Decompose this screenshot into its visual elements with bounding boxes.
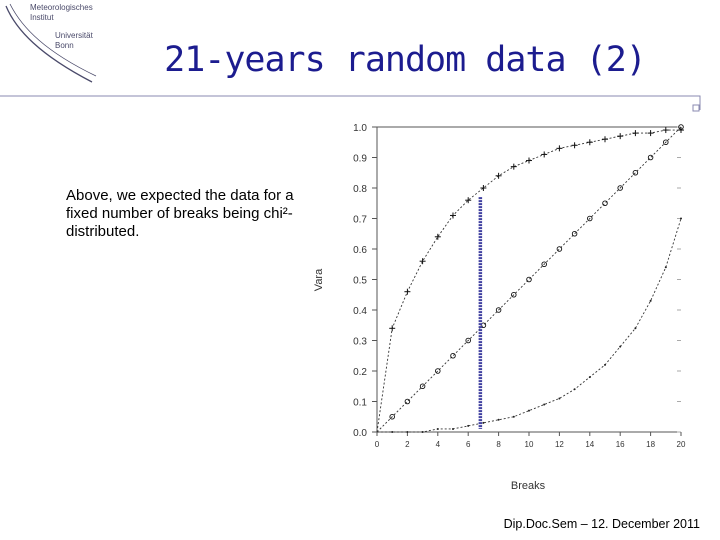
y-tick-label: 1.0 [353, 123, 367, 134]
circle-marker [678, 124, 684, 130]
circle-marker [556, 246, 563, 252]
y-tick-label: 0.2 [353, 367, 367, 378]
circle-marker [617, 185, 623, 191]
institute-logo: Meteorologisches Institut Universität Bo… [0, 0, 130, 90]
series-line-2 [376, 126, 682, 433]
plus-marker [526, 157, 532, 164]
dot-marker [634, 327, 637, 330]
x-axis-label: Breaks [511, 480, 546, 492]
circle-marker [632, 170, 639, 176]
plus-marker [541, 151, 548, 158]
circle-marker [435, 368, 441, 374]
slide-title: 21-years random data (2) [164, 40, 647, 80]
dot-marker [664, 266, 667, 269]
y-tick-label: 0.9 [353, 154, 367, 165]
y-tick-label: 0.6 [353, 245, 367, 256]
circle-marker [419, 383, 426, 390]
circle-marker [526, 276, 532, 283]
x-tick-label: 16 [616, 440, 625, 449]
dot-marker [497, 418, 500, 421]
circle-marker [404, 398, 411, 405]
dot-marker [588, 376, 591, 379]
circle-marker [495, 307, 502, 313]
dot-marker [558, 397, 561, 400]
plus-marker [617, 133, 624, 140]
x-tick-label: 20 [677, 440, 686, 449]
circle-marker [663, 139, 669, 146]
dot-marker [436, 427, 439, 430]
circle-marker [511, 291, 517, 298]
circle-marker [587, 215, 593, 222]
chart-series [376, 124, 684, 433]
plus-marker [662, 127, 669, 134]
logo-line-3: Universität [55, 31, 93, 40]
y-axis-label: Vara [313, 268, 325, 291]
plus-marker [556, 145, 563, 152]
y-tick-label: 0.3 [353, 337, 367, 348]
x-tick-label: 12 [555, 440, 564, 449]
y-tick-label: 0.8 [353, 184, 367, 195]
x-tick-label: 18 [646, 440, 655, 449]
plus-marker [419, 258, 426, 265]
dot-marker [604, 363, 606, 366]
x-tick-label: 4 [436, 440, 441, 449]
circle-marker [389, 414, 395, 420]
plus-marker [450, 212, 456, 219]
x-tick-label: 2 [405, 440, 410, 449]
x-tick-label: 6 [466, 440, 471, 449]
x-tick-label: 14 [585, 440, 594, 449]
plus-marker [434, 233, 441, 240]
circle-marker [541, 261, 547, 267]
x-tick-label: 10 [525, 440, 534, 449]
body-text: Above, we expected the data for a fixed … [66, 187, 294, 240]
chart-ticks: 0.0 0.1 0.2 0.3 0.4 0.5 0.6 0.7 0.8 0.9 1.0 0 2 4 6 8 10… [353, 123, 686, 449]
plus-marker [404, 288, 411, 295]
footer-text: Dip.Doc.Sem – 12. December 2011 [503, 517, 700, 531]
y-tick-label: 0.4 [353, 306, 367, 317]
plus-marker [647, 130, 654, 137]
dot-marker [619, 345, 622, 348]
circle-marker [465, 337, 471, 344]
y-tick-label: 0.7 [353, 215, 367, 226]
plus-marker [480, 185, 487, 191]
plus-marker [465, 197, 472, 204]
logo-line-1: Meteorologisches [30, 3, 93, 12]
dot-marker [512, 415, 515, 418]
dot-marker [543, 403, 546, 406]
logo-line-4: Bonn [55, 41, 74, 50]
dot-marker [406, 431, 409, 433]
plus-marker [678, 127, 684, 134]
series-line-3 [377, 218, 682, 433]
x-tick-label: 0 [375, 440, 380, 449]
plus-marker [510, 163, 517, 170]
circle-marker [647, 154, 654, 161]
dot-marker [467, 424, 470, 427]
circle-marker [571, 230, 578, 237]
logo-mark-icon [5, 3, 97, 83]
circle-marker [480, 322, 487, 328]
plus-marker [571, 142, 578, 149]
logo-line-2: Institut [30, 13, 54, 22]
dot-marker [421, 431, 424, 433]
y-tick-label: 0.1 [353, 398, 367, 409]
dot-marker [649, 299, 652, 302]
dot-marker [573, 388, 576, 391]
dot-marker [391, 431, 394, 433]
title-divider [0, 95, 701, 112]
y-tick-label: 0.5 [353, 276, 367, 287]
dot-marker [452, 427, 454, 430]
plus-marker [586, 139, 593, 146]
plus-marker [495, 172, 502, 179]
dot-marker [528, 409, 530, 412]
circle-marker [602, 200, 608, 206]
plus-marker [389, 325, 396, 332]
y-tick-label: 0.0 [353, 428, 367, 439]
plus-marker [602, 136, 608, 143]
circle-marker [450, 352, 456, 359]
chart: 0.0 0.1 0.2 0.3 0.4 0.5 0.6 0.7 0.8 0.9 1.0 0 2 4 6 8 10… [313, 123, 686, 492]
dot-marker [680, 217, 682, 220]
x-tick-label: 8 [496, 440, 501, 449]
plus-marker [632, 130, 639, 137]
dot-marker [482, 421, 485, 424]
